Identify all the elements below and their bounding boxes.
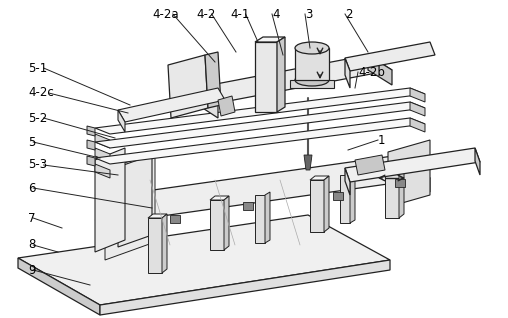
Polygon shape	[385, 164, 404, 168]
Polygon shape	[255, 42, 277, 112]
Polygon shape	[345, 58, 350, 88]
Polygon shape	[118, 195, 148, 232]
Polygon shape	[410, 88, 425, 102]
Polygon shape	[388, 140, 430, 207]
Polygon shape	[95, 88, 425, 134]
Text: 9: 9	[28, 264, 36, 276]
Polygon shape	[218, 96, 235, 116]
Polygon shape	[385, 168, 399, 218]
Polygon shape	[95, 148, 110, 162]
Text: 5: 5	[28, 135, 36, 149]
Ellipse shape	[295, 42, 329, 54]
Polygon shape	[395, 179, 405, 187]
Polygon shape	[18, 215, 390, 305]
Text: 4-1: 4-1	[230, 8, 249, 20]
Polygon shape	[87, 140, 95, 150]
Polygon shape	[118, 88, 225, 122]
Polygon shape	[162, 214, 167, 273]
Text: 2: 2	[345, 8, 353, 20]
Polygon shape	[345, 168, 350, 195]
Polygon shape	[118, 155, 430, 218]
Text: 3: 3	[305, 8, 312, 20]
Text: 8: 8	[28, 238, 36, 252]
Text: 1: 1	[378, 134, 386, 147]
Polygon shape	[95, 148, 125, 252]
Polygon shape	[475, 148, 480, 175]
Text: 4-2: 4-2	[196, 8, 215, 20]
Polygon shape	[195, 88, 218, 118]
Polygon shape	[255, 195, 265, 243]
Polygon shape	[340, 175, 350, 223]
Polygon shape	[100, 260, 390, 315]
Polygon shape	[324, 176, 329, 232]
Polygon shape	[87, 126, 95, 136]
Text: 6: 6	[28, 182, 36, 195]
Polygon shape	[210, 200, 224, 250]
Text: 5-1: 5-1	[28, 61, 47, 74]
Polygon shape	[148, 214, 167, 218]
Text: 4-2c: 4-2c	[28, 86, 54, 100]
Polygon shape	[148, 218, 162, 273]
Polygon shape	[95, 134, 110, 148]
Polygon shape	[355, 155, 385, 175]
Polygon shape	[290, 80, 334, 88]
Polygon shape	[18, 258, 100, 315]
Polygon shape	[350, 172, 355, 223]
Polygon shape	[224, 196, 229, 250]
Polygon shape	[118, 155, 152, 247]
Polygon shape	[277, 37, 285, 112]
Polygon shape	[105, 152, 155, 260]
Polygon shape	[310, 180, 324, 232]
Polygon shape	[399, 164, 404, 218]
Polygon shape	[410, 118, 425, 132]
Text: 4-2b: 4-2b	[358, 66, 385, 79]
Polygon shape	[345, 148, 480, 182]
Polygon shape	[118, 110, 125, 132]
Text: 7: 7	[28, 211, 36, 225]
Text: 4: 4	[272, 8, 279, 20]
Polygon shape	[168, 55, 208, 118]
Polygon shape	[87, 156, 95, 166]
Polygon shape	[345, 42, 435, 71]
Polygon shape	[95, 164, 110, 178]
Polygon shape	[410, 102, 425, 116]
Polygon shape	[310, 176, 329, 180]
Polygon shape	[400, 155, 430, 192]
Polygon shape	[170, 215, 180, 223]
Polygon shape	[255, 37, 285, 42]
Text: 4-2a: 4-2a	[152, 8, 179, 20]
Polygon shape	[95, 118, 425, 164]
Polygon shape	[205, 52, 221, 108]
Polygon shape	[333, 192, 343, 200]
Polygon shape	[195, 55, 392, 103]
Text: 5-2: 5-2	[28, 112, 47, 125]
Polygon shape	[95, 102, 425, 148]
Polygon shape	[210, 196, 229, 200]
Ellipse shape	[295, 74, 329, 86]
Polygon shape	[243, 202, 253, 210]
Polygon shape	[295, 48, 329, 80]
Polygon shape	[304, 155, 312, 170]
Text: 5-3: 5-3	[28, 158, 47, 171]
Polygon shape	[368, 55, 392, 85]
Polygon shape	[265, 192, 270, 243]
